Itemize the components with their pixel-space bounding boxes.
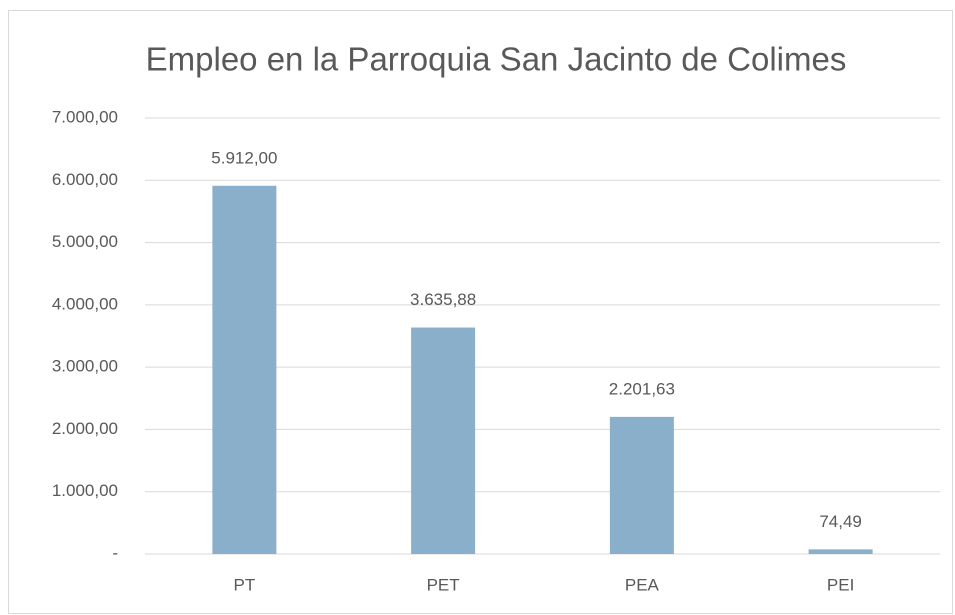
data-label: 2.201,63 [609,379,675,398]
data-label: 5.912,00 [211,148,277,167]
bar [808,549,873,554]
y-tick-label: 7.000,00 [52,107,118,126]
y-tick-label: 1.000,00 [52,481,118,500]
y-tick-label: - [112,543,118,562]
chart-title: Empleo en la Parroquia San Jacinto de Co… [146,41,847,78]
x-tick-label: PT [234,575,256,594]
x-tick-label: PET [427,575,460,594]
y-tick-label: 6.000,00 [52,170,118,189]
data-label: 3.635,88 [410,290,476,309]
y-tick-label: 2.000,00 [52,419,118,438]
y-tick-label: 4.000,00 [52,294,118,313]
bar [212,185,277,555]
y-tick-label: 3.000,00 [52,357,118,376]
chart-frame [8,10,953,614]
data-label: 74,49 [819,512,862,531]
bar [609,416,674,554]
y-tick-label: 5.000,00 [52,232,118,251]
bar [411,327,476,554]
x-tick-label: PEA [625,575,660,594]
x-tick-label: PEI [827,575,854,594]
